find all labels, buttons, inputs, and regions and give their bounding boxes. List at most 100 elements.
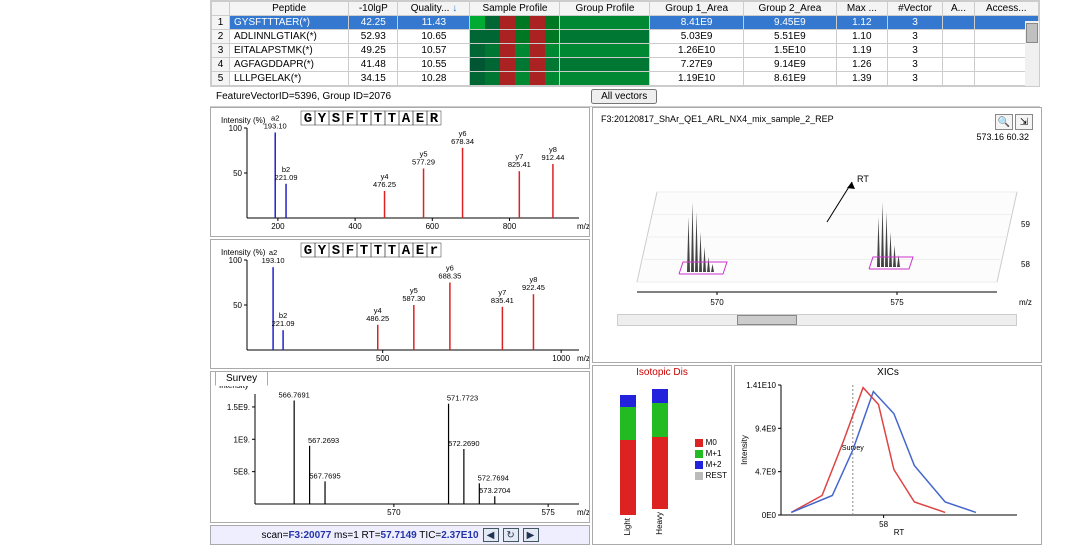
svg-text:5E8.: 5E8.: [234, 468, 250, 477]
legend-item: M0: [695, 438, 727, 447]
ms2-spectrum-heavy[interactable]: 501005001000Intensity (%)m/za2193.10b222…: [210, 239, 590, 369]
zoom-tool-icon[interactable]: 🔍: [995, 114, 1013, 130]
next-scan-button[interactable]: ▶: [523, 528, 539, 542]
refresh-scan-button[interactable]: ↻: [503, 528, 519, 542]
table-row[interactable]: 5LLLPGELAK(*)34.1510.281.19E108.61E91.39…: [212, 72, 1039, 86]
svg-text:912.44: 912.44: [541, 153, 564, 162]
iso-bar-label: Light: [623, 518, 632, 535]
svg-text:1000: 1000: [552, 354, 570, 363]
svg-text:T: T: [388, 111, 396, 127]
svg-text:587.30: 587.30: [402, 294, 425, 303]
svg-text:825.41: 825.41: [508, 160, 531, 169]
iso-title: Isotopic Dis: [593, 366, 731, 379]
table-row[interactable]: 3EITALAPSTMK(*)49.2510.571.26E101.5E101.…: [212, 44, 1039, 58]
xic-title: XICs: [735, 366, 1041, 379]
table-header[interactable]: Peptide: [230, 2, 349, 16]
table-header[interactable]: [212, 2, 230, 16]
table-row[interactable]: 1GYSFTTTAER(*)42.2511.438.41E99.45E91.12…: [212, 16, 1039, 30]
svg-text:572.2690: 572.2690: [448, 439, 479, 448]
svg-text:T: T: [374, 243, 382, 259]
table-row[interactable]: 2ADLINNLGTIAK(*)52.9310.655.03E95.51E91.…: [212, 30, 1039, 44]
legend-item: M+2: [695, 460, 727, 469]
svg-text:T: T: [374, 111, 382, 127]
svg-text:50: 50: [233, 301, 242, 310]
svg-text:567.2693: 567.2693: [308, 436, 339, 445]
svg-text:575: 575: [541, 508, 555, 517]
table-header[interactable]: Quality... ↓: [398, 2, 470, 16]
table-header[interactable]: Group Profile: [560, 2, 650, 16]
svg-text:T: T: [360, 243, 368, 259]
svg-text:Intensity (%): Intensity (%): [221, 248, 266, 257]
svg-text:G: G: [304, 111, 312, 127]
svg-text:S: S: [332, 111, 340, 127]
svg-text:575: 575: [890, 298, 904, 307]
svg-text:100: 100: [229, 256, 243, 265]
export-tool-icon[interactable]: ⇲: [1015, 114, 1033, 130]
svg-text:F: F: [346, 111, 354, 127]
svg-text:G: G: [304, 243, 312, 259]
isotopic-dist-panel: Isotopic Dis LightHeavyM0M+1M+2REST: [592, 365, 732, 545]
svg-text:m/z: m/z: [577, 222, 589, 231]
map-hscroll[interactable]: [617, 314, 1017, 326]
svg-text:T: T: [360, 111, 368, 127]
svg-text:R: R: [430, 111, 439, 127]
svg-text:m/z: m/z: [1019, 298, 1032, 307]
scan-nav-bar: scan=F3:20077 ms=1 RT=57.7149 TIC=2.37E1…: [210, 525, 590, 545]
prev-scan-button[interactable]: ◀: [483, 528, 499, 542]
svg-text:RT: RT: [857, 174, 869, 184]
svg-text:486.25: 486.25: [366, 314, 389, 323]
xic-panel[interactable]: XICs 0E04.7E99.4E91.41E1058IntensityRTSu…: [734, 365, 1042, 545]
table-header[interactable]: Sample Profile: [470, 2, 560, 16]
svg-text:E: E: [416, 243, 424, 259]
svg-text:Intensity: Intensity: [740, 435, 749, 465]
survey-tab[interactable]: Survey: [215, 371, 268, 386]
svg-text:573.2704: 573.2704: [479, 486, 510, 495]
svg-text:566.7691: 566.7691: [279, 390, 310, 399]
table-header[interactable]: Group 1_Area: [650, 2, 743, 16]
svg-text:T: T: [388, 243, 396, 259]
svg-text:835.41: 835.41: [491, 296, 514, 305]
table-header[interactable]: Access...: [974, 2, 1038, 16]
table-header[interactable]: Group 2_Area: [743, 2, 836, 16]
svg-text:193.10: 193.10: [264, 122, 287, 131]
svg-text:221.09: 221.09: [272, 319, 295, 328]
svg-text:571.7723: 571.7723: [447, 394, 478, 403]
svg-text:678.34: 678.34: [451, 137, 474, 146]
map-title: F3:20120817_ShAr_QE1_ARL_NX4_mix_sample_…: [601, 114, 834, 130]
svg-text:50: 50: [233, 169, 242, 178]
feature-id-label: FeatureVectorID=5396, Group ID=2076: [216, 91, 391, 102]
svg-text:570: 570: [387, 508, 401, 517]
feature-2d-map[interactable]: F3:20120817_ShAr_QE1_ARL_NX4_mix_sample_…: [592, 107, 1042, 363]
svg-text:1.41E10: 1.41E10: [746, 381, 776, 390]
svg-text:200: 200: [271, 222, 285, 231]
svg-text:m/z: m/z: [577, 508, 589, 517]
svg-text:m/z: m/z: [577, 354, 589, 363]
table-scrollbar[interactable]: [1025, 21, 1039, 86]
svg-text:A: A: [402, 111, 411, 127]
table-header[interactable]: -10lgP: [349, 2, 398, 16]
svg-text:577.29: 577.29: [412, 158, 435, 167]
table-header[interactable]: A...: [943, 2, 974, 16]
svg-text:Y: Y: [318, 111, 327, 127]
iso-bar-label: Heavy: [655, 512, 664, 535]
svg-text:600: 600: [426, 222, 440, 231]
svg-text:476.25: 476.25: [373, 180, 396, 189]
table-row[interactable]: 4AGFAGDDAPR(*)41.4810.557.27E99.14E91.26…: [212, 58, 1039, 72]
svg-text:58: 58: [1021, 260, 1030, 269]
info-bar: FeatureVectorID=5396, Group ID=2076 All …: [210, 87, 1040, 107]
svg-text:922.45: 922.45: [522, 283, 545, 292]
map-coords: 573.16 60.32: [597, 132, 1037, 142]
svg-text:688.35: 688.35: [438, 272, 461, 281]
svg-text:500: 500: [376, 354, 390, 363]
svg-text:E: E: [416, 111, 424, 127]
peptide-table[interactable]: Peptide-10lgPQuality... ↓Sample ProfileG…: [210, 0, 1040, 87]
svg-text:572.7694: 572.7694: [478, 473, 509, 482]
svg-text:Y: Y: [318, 243, 327, 259]
survey-spectrum[interactable]: Survey 5E8.1E9.1.5E9.570575Intensitym/z5…: [210, 371, 590, 523]
table-header[interactable]: Max ...: [837, 2, 888, 16]
ms2-spectrum-light[interactable]: 50100200400600800Intensity (%)m/za2193.1…: [210, 107, 590, 237]
all-vectors-button[interactable]: All vectors: [591, 89, 657, 104]
svg-text:400: 400: [348, 222, 362, 231]
table-header[interactable]: #Vector: [887, 2, 943, 16]
svg-text:59: 59: [1021, 220, 1030, 229]
